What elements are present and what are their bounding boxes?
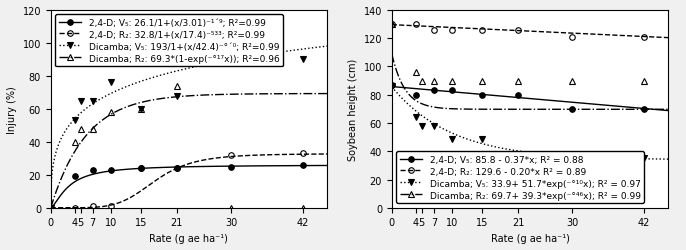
- Legend: 2,4-D; V₅: 26.1/1+(x/3.01)⁻¹´⁹; R²=0.99, 2,4-D; R₂: 32.8/1+(x/17.4)⁻⁵³³; R²=0.99: 2,4-D; V₅: 26.1/1+(x/3.01)⁻¹´⁹; R²=0.99,…: [56, 16, 283, 67]
- X-axis label: Rate (g ae ha⁻¹): Rate (g ae ha⁻¹): [150, 233, 228, 243]
- Y-axis label: Soybean height (cm): Soybean height (cm): [348, 58, 358, 160]
- Y-axis label: Injury (%): Injury (%): [7, 86, 17, 133]
- X-axis label: Rate (g ae ha⁻¹): Rate (g ae ha⁻¹): [490, 233, 569, 243]
- Legend: 2,4-D; V₅: 85.8 - 0.37*x; R² = 0.88, 2,4-D; R₂: 129.6 - 0.20*x R² = 0.89, Dicamb: 2,4-D; V₅: 85.8 - 0.37*x; R² = 0.88, 2,4…: [397, 152, 644, 204]
